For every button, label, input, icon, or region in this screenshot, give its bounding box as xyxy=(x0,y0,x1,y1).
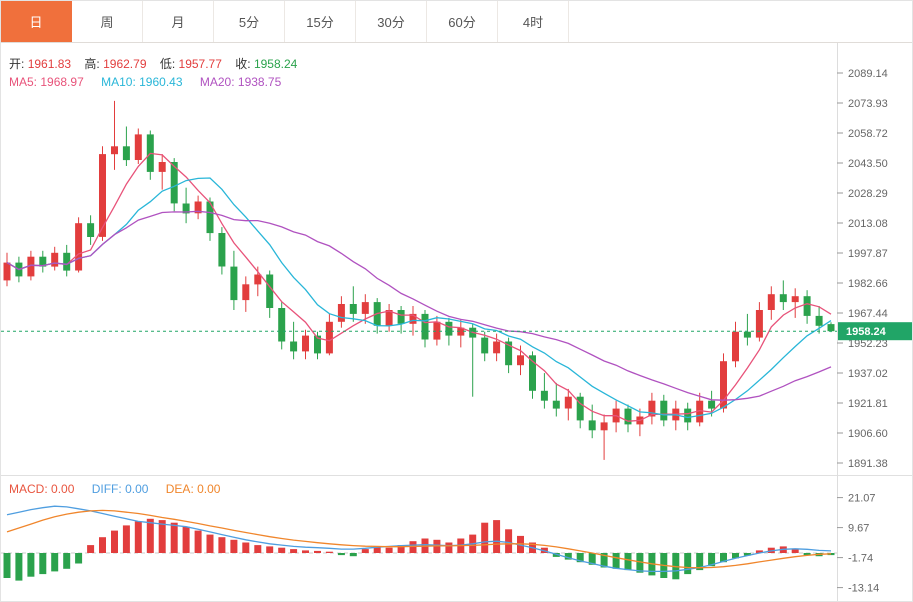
high-value: 1962.79 xyxy=(103,57,147,71)
svg-text:9.67: 9.67 xyxy=(848,523,869,535)
svg-text:1937.02: 1937.02 xyxy=(848,368,888,380)
svg-text:2073.93: 2073.93 xyxy=(848,98,888,110)
svg-text:1891.38: 1891.38 xyxy=(848,458,888,470)
low-label: 低: xyxy=(159,57,176,71)
svg-text:1952.23: 1952.23 xyxy=(848,338,888,350)
svg-text:-1.74: -1.74 xyxy=(848,553,873,565)
diff-value: DIFF: 0.00 xyxy=(91,482,149,496)
svg-text:2028.29: 2028.29 xyxy=(848,188,888,200)
svg-text:1921.81: 1921.81 xyxy=(848,398,888,410)
open-value: 1961.83 xyxy=(27,57,72,71)
svg-text:1967.44: 1967.44 xyxy=(848,308,888,320)
tab-30min[interactable]: 30分 xyxy=(356,1,427,42)
tab-60min[interactable]: 60分 xyxy=(427,1,498,42)
tab-4hour[interactable]: 4时 xyxy=(498,1,569,42)
svg-text:2043.50: 2043.50 xyxy=(848,158,888,170)
macd-chart: 21.07 9.67 -1.74 -13.14 xyxy=(1,475,912,601)
tab-day[interactable]: 日 xyxy=(1,1,72,42)
dea-value: DEA: 0.00 xyxy=(165,482,221,496)
macd-readout: MACD: 0.00 DIFF: 0.00 DEA: 0.00 xyxy=(9,482,220,496)
svg-text:2058.72: 2058.72 xyxy=(848,128,888,140)
low-value: 1957.77 xyxy=(178,57,222,71)
tab-15min[interactable]: 15分 xyxy=(285,1,356,42)
timeframe-tabs: 日周月 5分 15分 30分 60分 4时 xyxy=(1,1,912,43)
close-value: 1958.24 xyxy=(253,57,298,71)
ma5-readout: MA5: 1968.97 xyxy=(9,75,84,89)
svg-text:1982.66: 1982.66 xyxy=(848,278,888,290)
close-label: 收: xyxy=(235,57,251,71)
ma20-readout: MA20: 1938.75 xyxy=(199,75,282,89)
high-label: 高: xyxy=(84,57,100,71)
ma10-readout: MA10: 1960.43 xyxy=(101,75,183,89)
macd-value: MACD: 0.00 xyxy=(9,482,75,496)
ohlc-readout: 开: 1961.83 高: 1962.79 低: 1957.77 收: 1958… xyxy=(9,55,297,72)
svg-text:1958.24: 1958.24 xyxy=(846,326,887,338)
tab-week[interactable]: 周 xyxy=(72,1,143,42)
tab-5min[interactable]: 5分 xyxy=(214,1,285,42)
svg-text:2089.14: 2089.14 xyxy=(848,68,888,80)
candlestick-chart: 2089.14 2073.93 2058.72 2043.50 2028.29 2013.… xyxy=(1,43,912,475)
svg-text:1997.87: 1997.87 xyxy=(848,248,888,260)
svg-text:21.07: 21.07 xyxy=(848,493,876,505)
svg-text:1906.60: 1906.60 xyxy=(848,428,888,440)
tab-month[interactable]: 月 xyxy=(143,1,214,42)
ma-readout: MA5: 1968.97 MA10: 1960.43 MA20: 1938.75 xyxy=(9,75,281,89)
svg-text:-13.14: -13.14 xyxy=(848,583,879,595)
open-label: 开: xyxy=(9,57,25,71)
svg-text:2013.08: 2013.08 xyxy=(848,218,888,230)
